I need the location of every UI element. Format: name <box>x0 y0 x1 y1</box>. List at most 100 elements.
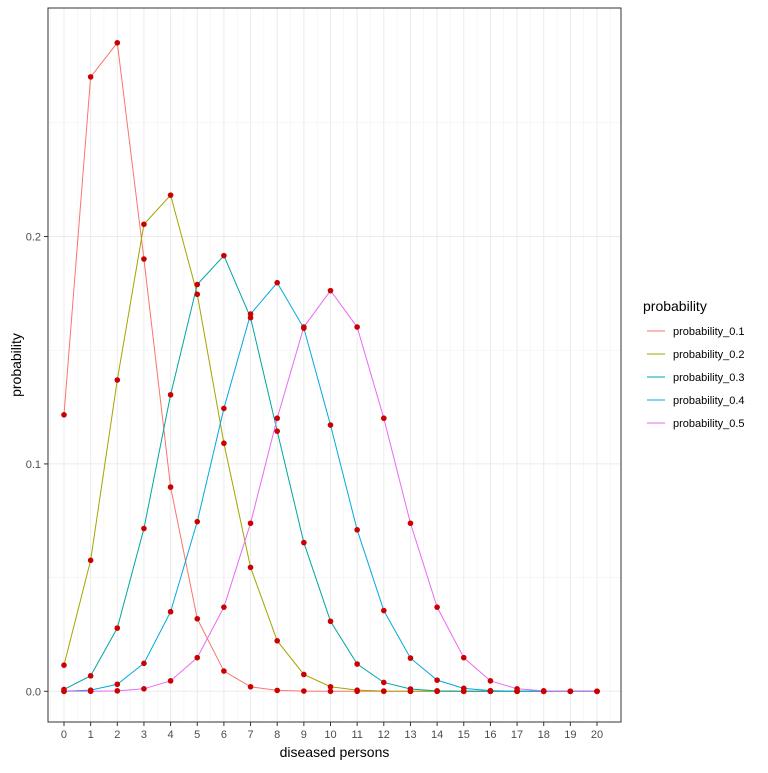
data-point-probability_0.3 <box>87 673 94 679</box>
data-point-probability_0.1 <box>141 256 147 262</box>
data-point-probability_0.2 <box>301 671 307 678</box>
data-point-probability_0.5 <box>460 654 467 661</box>
data-point-probability_0.2 <box>87 557 94 564</box>
x-tick-label: 8 <box>274 729 280 741</box>
data-point-probability_0.1 <box>221 668 227 674</box>
data-point-probability_0.2 <box>381 688 387 694</box>
x-tick-label: 6 <box>221 729 227 741</box>
data-point-probability_0.5 <box>247 520 254 527</box>
x-tick-label: 18 <box>538 729 550 741</box>
data-point-probability_0.4 <box>434 677 440 683</box>
data-point-probability_0.5 <box>301 324 307 330</box>
grid <box>48 8 621 722</box>
data-point-probability_0.2 <box>327 683 334 690</box>
data-point-probability_0.5 <box>194 654 201 661</box>
data-point-probability_0.5 <box>274 415 281 422</box>
data-point-probability_0.2 <box>354 687 360 693</box>
data-point-probability_0.3 <box>301 539 307 546</box>
data-point-probability_0.3 <box>327 618 334 625</box>
data-point-probability_0.5 <box>61 688 67 695</box>
x-tick-label: 2 <box>114 729 120 741</box>
data-point-probability_0.2 <box>221 440 227 447</box>
x-tick-label: 20 <box>591 729 603 741</box>
data-point-probability_0.4 <box>141 660 147 667</box>
x-tick-label: 4 <box>168 729 174 741</box>
data-point-probability_0.2 <box>114 377 121 383</box>
legend: probability probability_0.1 probability_0… <box>643 298 745 430</box>
x-tick-label: 11 <box>351 729 362 741</box>
x-tick-label: 10 <box>324 729 336 741</box>
data-point-probability_0.5 <box>594 688 600 695</box>
data-point-probability_0.4 <box>381 607 387 614</box>
data-point-probability_0.4 <box>221 405 227 412</box>
x-tick-label: 16 <box>484 729 496 741</box>
data-point-probability_0.2 <box>194 291 201 298</box>
data-point-probability_0.3 <box>381 679 387 686</box>
data-point-probability_0.5 <box>407 520 414 527</box>
data-points <box>61 39 600 695</box>
y-axis-title: probability <box>8 333 24 397</box>
data-point-probability_0.1 <box>247 683 254 690</box>
data-point-probability_0.5 <box>327 287 334 294</box>
legend-label: probability_0.2 <box>673 349 745 361</box>
plot-panel-border <box>47 7 622 723</box>
data-point-probability_0.4 <box>247 311 254 317</box>
data-point-probability_0.1 <box>87 74 94 80</box>
y-tick-label: 0.1 <box>26 459 41 471</box>
y-tick-label: 0.0 <box>26 686 41 698</box>
data-point-probability_0.1 <box>301 688 307 694</box>
x-tick-label: 19 <box>564 729 576 741</box>
data-point-probability_0.5 <box>221 604 227 610</box>
data-point-probability_0.1 <box>167 484 174 490</box>
data-point-probability_0.5 <box>381 415 387 422</box>
data-point-probability_0.3 <box>221 252 227 259</box>
data-point-probability_0.5 <box>514 686 520 692</box>
data-point-probability_0.2 <box>247 564 254 571</box>
data-point-probability_0.2 <box>167 192 174 198</box>
data-point-probability_0.2 <box>274 638 281 644</box>
x-tick-label: 0 <box>61 729 67 741</box>
legend-label: probability_0.1 <box>673 326 745 338</box>
data-point-probability_0.5 <box>567 688 574 695</box>
data-point-probability_0.3 <box>141 525 147 532</box>
legend-label: probability_0.5 <box>673 418 745 430</box>
legend-title: probability <box>643 298 707 314</box>
x-tick-label: 17 <box>511 729 523 741</box>
data-point-probability_0.3 <box>167 391 174 398</box>
data-point-probability_0.4 <box>407 655 414 661</box>
data-point-probability_0.3 <box>274 428 281 434</box>
x-tick-label: 12 <box>378 729 390 741</box>
axes: 0 1 2 3 4 5 6 7 8 9 10 11 12 13 14 15 16 17 18 19 200.00.10.… <box>26 232 603 741</box>
x-axis-title: diseased persons <box>280 744 390 760</box>
data-point-probability_0.3 <box>434 688 440 694</box>
y-tick-label: 0.2 <box>26 232 41 244</box>
data-point-probability_0.4 <box>274 279 281 286</box>
x-tick-label: 13 <box>404 729 416 741</box>
x-tick-label: 9 <box>301 729 307 741</box>
data-point-probability_0.4 <box>327 422 334 428</box>
data-point-probability_0.1 <box>194 615 201 622</box>
data-point-probability_0.5 <box>114 688 121 694</box>
data-point-probability_0.4 <box>167 608 174 615</box>
data-point-probability_0.3 <box>354 661 360 667</box>
data-point-probability_0.1 <box>274 687 281 694</box>
x-tick-label: 15 <box>458 729 470 741</box>
data-point-probability_0.4 <box>354 527 360 533</box>
data-point-probability_0.4 <box>487 687 494 694</box>
data-point-probability_0.5 <box>167 678 174 684</box>
x-tick-label: 7 <box>247 729 253 741</box>
data-point-probability_0.4 <box>114 681 121 688</box>
data-point-probability_0.1 <box>61 412 67 418</box>
data-point-probability_0.5 <box>354 324 360 330</box>
data-point-probability_0.3 <box>407 686 414 692</box>
data-point-probability_0.5 <box>487 678 494 684</box>
data-point-probability_0.5 <box>540 688 547 694</box>
data-point-probability_0.1 <box>327 688 334 695</box>
data-point-probability_0.1 <box>114 39 121 46</box>
data-point-probability_0.5 <box>87 688 94 695</box>
data-point-probability_0.3 <box>114 625 121 631</box>
legend-label: probability_0.4 <box>673 395 745 407</box>
legend-label: probability_0.3 <box>673 372 745 384</box>
